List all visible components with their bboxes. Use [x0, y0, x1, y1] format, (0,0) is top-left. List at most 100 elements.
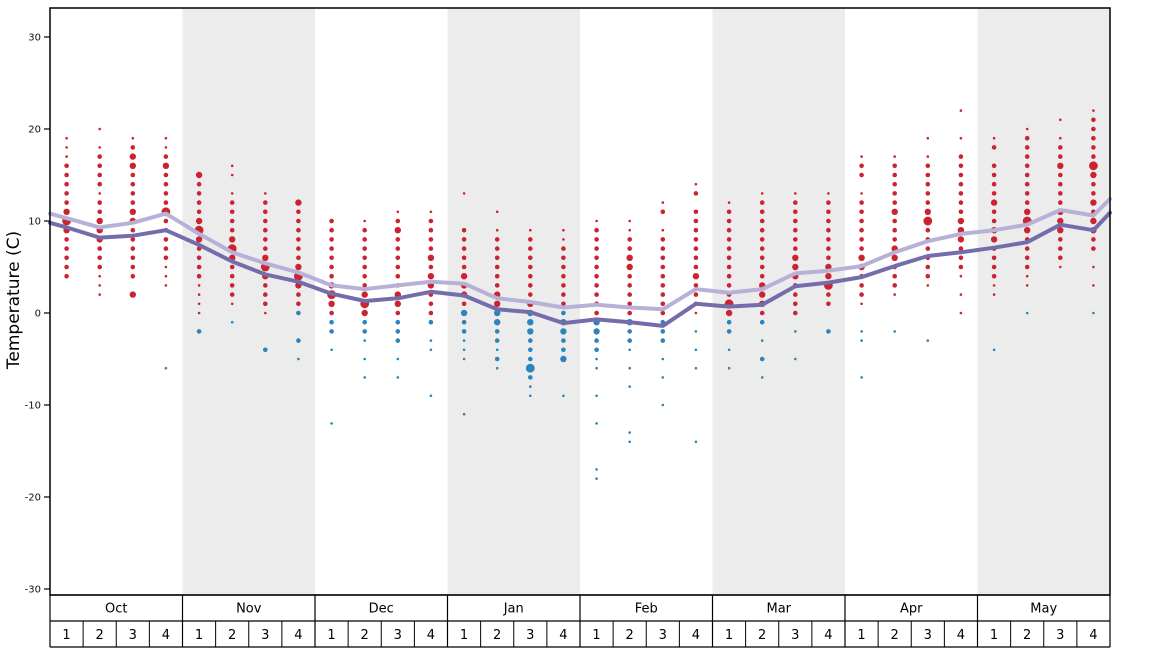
week-label: 1: [857, 628, 865, 643]
warm-temp-dot: [594, 292, 599, 297]
warm-temp-dot: [163, 218, 169, 224]
cold-temp-dot: [363, 376, 367, 379]
warm-temp-dot: [926, 136, 930, 140]
warm-temp-dot: [1025, 284, 1029, 287]
warm-temp-dot: [759, 209, 765, 215]
warm-temp-dot: [98, 284, 101, 287]
cold-temp-dot: [661, 403, 665, 407]
cold-temp-dot: [893, 330, 896, 333]
cold-temp-dot: [595, 357, 598, 361]
warm-temp-dot: [395, 310, 401, 316]
warm-temp-dot: [628, 228, 631, 232]
cold-temp-dot: [494, 319, 501, 326]
cold-temp-dot: [362, 329, 368, 334]
warm-temp-dot: [162, 162, 170, 169]
warm-temp-dot: [991, 163, 997, 169]
warm-temp-dot: [1057, 217, 1064, 225]
week-label: 4: [162, 628, 170, 643]
warm-temp-dot: [1091, 126, 1096, 132]
warm-temp-dot: [263, 209, 268, 215]
cold-temp-dot: [992, 348, 996, 352]
cold-temp-dot: [760, 339, 764, 342]
cold-temp-dot: [296, 338, 301, 343]
warm-temp-dot: [263, 246, 268, 251]
warm-temp-dot: [726, 283, 732, 288]
cold-temp-dot: [495, 366, 499, 370]
warm-temp-dot: [826, 255, 831, 261]
warm-temp-dot: [1024, 246, 1030, 251]
cold-temp-dot: [196, 329, 202, 334]
warm-temp-dot: [561, 273, 566, 279]
warm-temp-dot: [196, 181, 202, 187]
week-label: 1: [990, 628, 998, 643]
warm-temp-dot: [958, 154, 964, 159]
warm-temp-dot: [859, 200, 864, 205]
warm-temp-dot: [793, 227, 798, 233]
warm-temp-dot: [562, 238, 565, 241]
warm-temp-dot: [461, 255, 467, 261]
warm-temp-dot: [163, 237, 169, 242]
week-label: 1: [62, 628, 70, 643]
week-label: 2: [493, 628, 501, 643]
cold-temp-dot: [860, 330, 863, 333]
warm-temp-dot: [594, 227, 599, 233]
warm-temp-dot: [727, 201, 731, 204]
warm-temp-dot: [991, 209, 997, 215]
cold-temp-dot: [395, 329, 401, 334]
warm-temp-dot: [958, 191, 964, 196]
warm-temp-dot: [196, 264, 202, 270]
warm-temp-dot: [130, 273, 136, 279]
warm-temp-dot: [1089, 161, 1098, 171]
warm-temp-dot: [1024, 181, 1030, 187]
cold-temp-dot: [562, 394, 565, 398]
warm-temp-dot: [229, 292, 235, 297]
warm-temp-dot: [958, 264, 964, 270]
warm-temp-dot: [296, 218, 301, 224]
warm-temp-dot: [892, 283, 897, 288]
warm-temp-dot: [925, 200, 931, 205]
warm-temp-dot: [694, 182, 698, 186]
warm-temp-dot: [230, 164, 234, 168]
month-band-Mar: [712, 8, 845, 595]
warm-temp-dot: [362, 273, 368, 279]
warm-temp-dot: [229, 218, 235, 224]
warm-temp-dot: [328, 300, 335, 307]
cold-temp-dot: [429, 348, 433, 352]
warm-temp-dot: [826, 246, 831, 251]
cold-temp-dot: [396, 376, 400, 379]
warm-temp-dot: [759, 246, 765, 251]
week-label: 4: [692, 628, 700, 643]
warm-temp-dot: [362, 255, 368, 261]
warm-temp-dot: [97, 255, 102, 261]
warm-temp-dot: [1091, 191, 1096, 196]
warm-temp-dot: [925, 172, 931, 178]
warm-temp-dot: [395, 246, 401, 251]
warm-temp-dot: [595, 219, 598, 223]
warm-temp-dot: [263, 237, 268, 242]
warm-temp-dot: [726, 218, 732, 224]
cold-temp-dot: [561, 347, 566, 353]
week-label: 4: [824, 628, 832, 643]
warm-temp-dot: [693, 283, 699, 288]
week-label: 4: [957, 628, 965, 643]
warm-temp-dot: [263, 283, 268, 288]
warm-temp-dot: [794, 192, 797, 195]
warm-temp-dot: [627, 292, 632, 297]
warm-temp-dot: [859, 172, 864, 178]
cold-temp-dot: [860, 376, 863, 379]
cold-temp-dot: [363, 339, 367, 342]
warm-temp-dot: [925, 227, 931, 233]
warm-temp-dot: [362, 264, 368, 270]
avg_min-line: [48, 210, 1112, 328]
warm-temp-dot: [793, 292, 798, 297]
month-label-Nov: Nov: [236, 602, 262, 617]
cold-temp-dot: [164, 366, 168, 370]
warm-temp-dot: [561, 283, 566, 288]
warm-temp-dot: [627, 273, 632, 279]
warm-temp-dot: [660, 273, 666, 279]
warm-temp-dot: [1058, 191, 1063, 196]
warm-temp-dot: [129, 291, 136, 298]
cold-temp-dot: [860, 339, 863, 342]
warm-temp-dot: [361, 309, 368, 317]
cold-temp-dot: [428, 319, 434, 325]
